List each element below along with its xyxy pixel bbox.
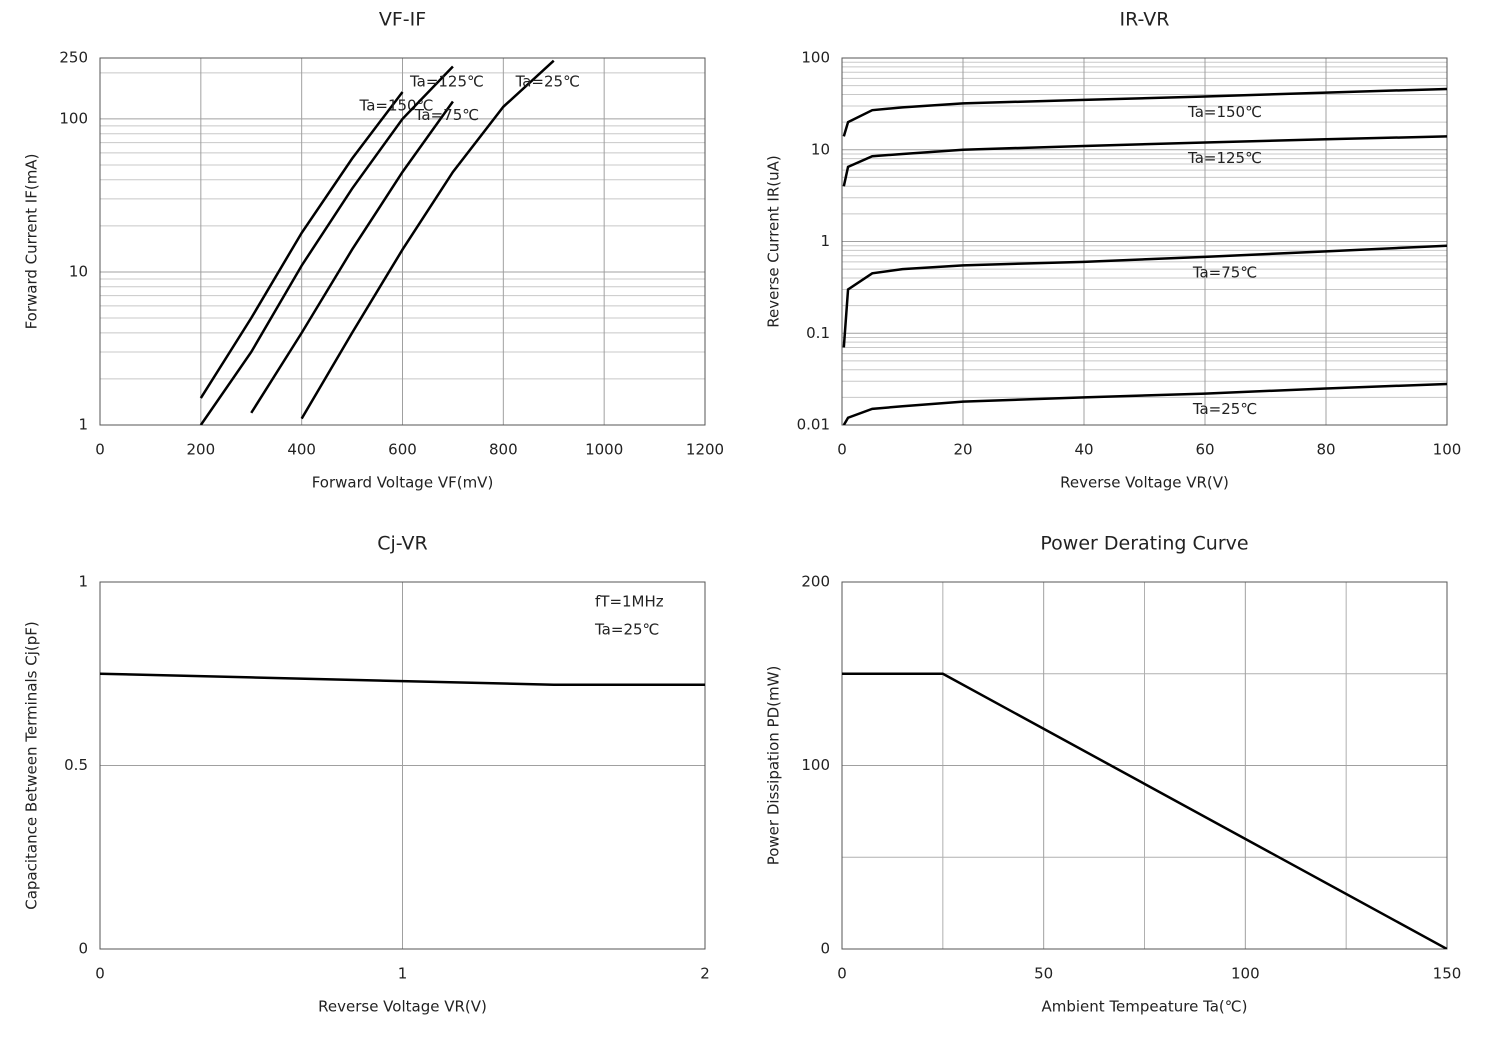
series-line [842, 382, 1447, 425]
y-tick-label: 100 [59, 109, 88, 127]
chart-title: Cj-VR [377, 533, 428, 555]
y-tick-label: 100 [801, 49, 830, 67]
series-line [199, 91, 404, 399]
y-tick-label: 0 [820, 940, 830, 958]
series-label: Ta=75℃ [414, 106, 479, 124]
x-tick-label: 800 [489, 441, 518, 459]
series-line [300, 59, 555, 420]
y-tick-label: 0 [78, 940, 88, 958]
chart-title: VF-IF [379, 9, 426, 31]
x-axis-label: Reverse Voltage VR(V) [1060, 474, 1229, 492]
y-tick-label: 0.01 [797, 416, 830, 434]
x-tick-label: 50 [1034, 965, 1053, 983]
series-label: Ta=125℃ [409, 73, 484, 91]
x-tick-label: 150 [1433, 965, 1462, 983]
y-tick-label: 100 [801, 756, 830, 774]
series-line [842, 135, 1447, 187]
x-tick-label: 1000 [585, 441, 623, 459]
x-axis-label: Reverse Voltage VR(V) [318, 998, 487, 1016]
y-axis-label: Power Dissipation PD(mW) [765, 666, 783, 866]
plot-frame [99, 581, 706, 950]
x-tick-label: 0 [837, 965, 847, 983]
series-line [100, 672, 705, 687]
series-line [199, 65, 454, 425]
annotation: fT=1MHz [595, 593, 664, 611]
annotation: Ta=25℃ [594, 621, 659, 639]
y-tick-label: 1 [78, 573, 88, 591]
plot-frame [99, 57, 706, 426]
x-tick-label: 100 [1231, 965, 1260, 983]
plot-frame [841, 57, 1448, 426]
y-tick-label: 1 [820, 232, 830, 250]
x-tick-label: 60 [1195, 441, 1214, 459]
chart-title: Power Derating Curve [1040, 533, 1248, 555]
y-tick-label: 10 [69, 262, 88, 280]
x-axis-label: Ambient Tempeature Ta(℃) [1042, 998, 1248, 1016]
series-label: Ta=150℃ [1187, 103, 1262, 121]
y-tick-label: 1 [78, 416, 88, 434]
y-tick-label: 0.5 [64, 756, 88, 774]
x-tick-label: 40 [1074, 441, 1093, 459]
series-line [250, 100, 454, 414]
x-tick-label: 600 [388, 441, 417, 459]
x-tick-label: 100 [1433, 441, 1462, 459]
y-tick-label: 200 [801, 573, 830, 591]
y-tick-label: 10 [811, 140, 830, 158]
y-tick-label: 250 [59, 49, 88, 67]
chart-title: IR-VR [1120, 9, 1170, 31]
series-line [842, 672, 1447, 949]
series-label: Ta=25℃ [515, 73, 580, 91]
series-label: Ta=25℃ [1192, 400, 1257, 418]
x-tick-label: 20 [953, 441, 972, 459]
series-label: Ta=75℃ [1192, 263, 1257, 281]
x-tick-label: 2 [700, 965, 710, 983]
x-tick-label: 0 [837, 441, 847, 459]
y-axis-label: Capacitance Between Terminals Cj(pF) [23, 621, 41, 910]
series-line [842, 87, 1447, 137]
y-axis-label: Reverse Current IR(uA) [765, 155, 783, 328]
series-line [842, 244, 1447, 348]
y-tick-label: 0.1 [806, 324, 830, 342]
y-axis-label: Forward Current IF(mA) [23, 154, 41, 330]
x-tick-label: 200 [187, 441, 216, 459]
plot-frame [841, 581, 1448, 950]
series-label: Ta=125℃ [1187, 149, 1262, 167]
x-axis-label: Forward Voltage VF(mV) [312, 474, 494, 492]
x-tick-label: 0 [95, 965, 105, 983]
x-tick-label: 1 [398, 965, 408, 983]
x-tick-label: 80 [1316, 441, 1335, 459]
series-label: Ta=150℃ [359, 96, 434, 114]
x-tick-label: 1200 [686, 441, 724, 459]
x-tick-label: 400 [287, 441, 316, 459]
x-tick-label: 0 [95, 441, 105, 459]
